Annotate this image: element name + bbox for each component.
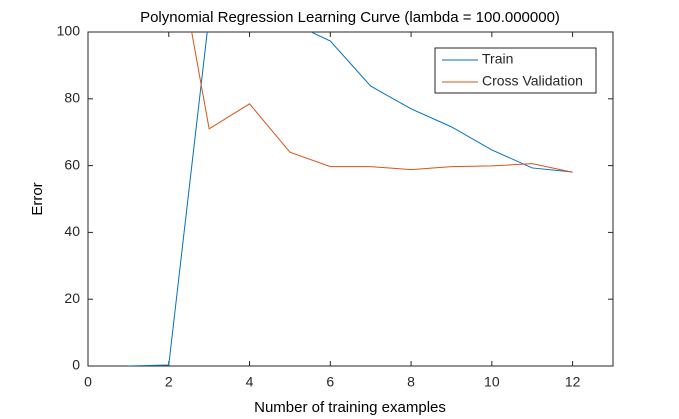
legend-label: Cross Validation [482, 73, 583, 89]
x-axis-label: Number of training examples [254, 399, 446, 416]
x-tick-label: 12 [565, 374, 581, 390]
x-tick-label: 0 [84, 374, 92, 390]
series-line [128, 32, 573, 366]
y-axis-label: Error [29, 182, 46, 215]
x-tick-label: 6 [326, 374, 334, 390]
chart-title: Polynomial Regression Learning Curve (la… [140, 9, 560, 26]
y-tick-label: 40 [64, 223, 80, 239]
y-tick-label: 60 [64, 156, 80, 172]
x-tick-label: 8 [407, 374, 415, 390]
x-tick-label: 10 [484, 374, 500, 390]
y-tick-label: 0 [72, 357, 80, 373]
legend-label: Train [482, 51, 513, 67]
legend-box [434, 47, 597, 94]
x-tick-label: 4 [246, 374, 254, 390]
series-line [191, 32, 573, 173]
y-tick-label: 80 [64, 90, 80, 106]
y-tick-label: 20 [64, 290, 80, 306]
y-tick-label: 100 [57, 23, 81, 39]
x-tick-label: 2 [165, 374, 173, 390]
legend: Train Cross Validation [434, 47, 597, 94]
plot-area [128, 32, 573, 366]
